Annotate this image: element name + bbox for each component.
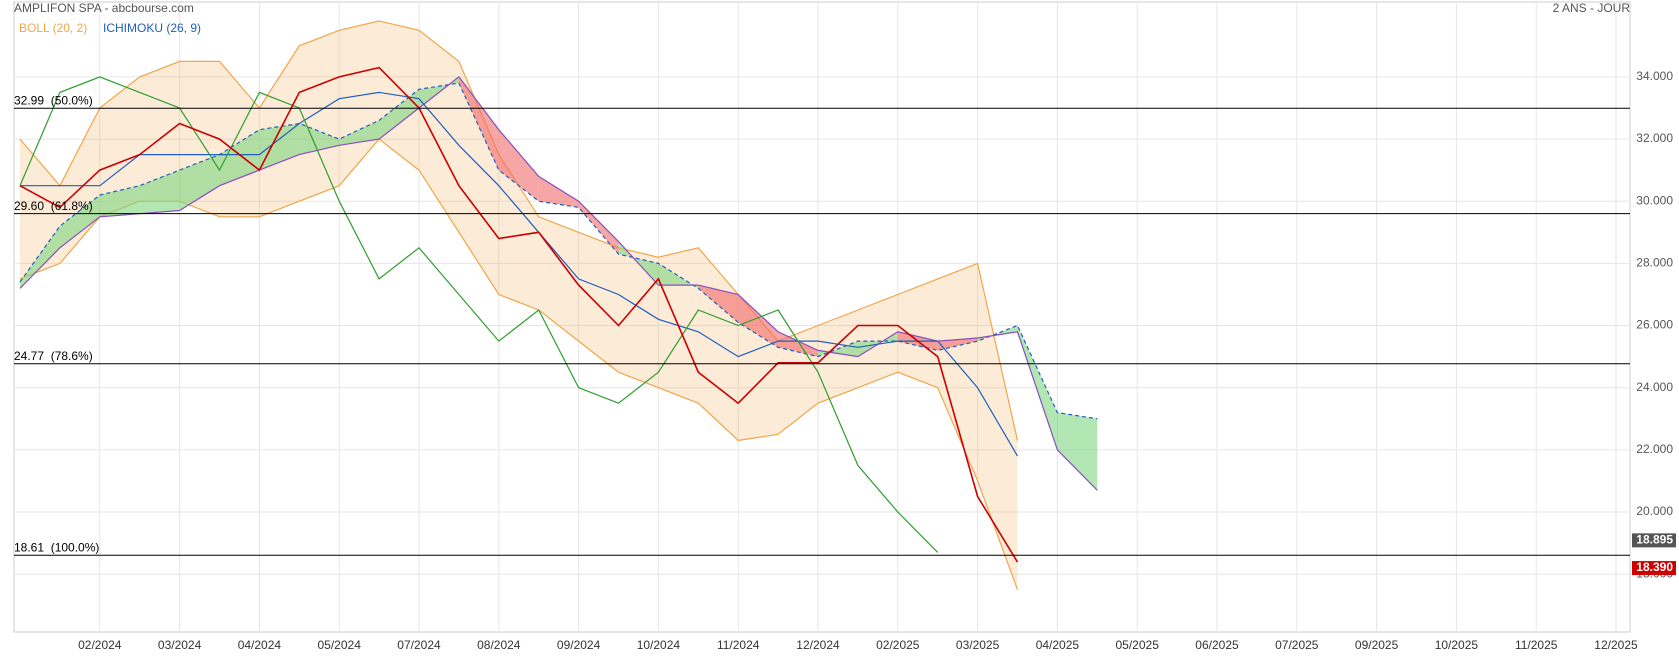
ichimoku-kijun	[20, 91, 1019, 457]
y-tick-label: 22.000	[1636, 442, 1673, 456]
x-tick-label: 02/2024	[78, 638, 122, 652]
x-tick-label: 09/2024	[557, 638, 601, 652]
price-tag-label: 18.895	[1636, 533, 1673, 547]
y-tick-label: 30.000	[1636, 193, 1673, 207]
y-tick-label: 26.000	[1636, 318, 1673, 332]
legend-ichimoku: ICHIMOKU (26, 9)	[103, 21, 201, 35]
y-tick-label: 28.000	[1636, 256, 1673, 270]
price-tag	[1632, 533, 1676, 548]
ichimoku-cloud	[698, 285, 739, 323]
price-line	[19, 66, 1019, 563]
ichimoku-cloud	[1057, 412, 1098, 491]
ichimoku-cloud	[738, 294, 779, 348]
ichimoku-cloud	[538, 176, 579, 208]
y-tick-label: 32.000	[1636, 131, 1673, 145]
fib-label: 24.77 (78.6%)	[14, 349, 93, 363]
x-tick-label: 07/2025	[1275, 638, 1319, 652]
ichimoku-cloud	[937, 337, 978, 351]
ichimoku-cloud	[99, 185, 140, 217]
x-tick-label: 10/2024	[637, 638, 681, 652]
x-tick-label: 07/2024	[397, 638, 441, 652]
fib-label: 29.60 (61.8%)	[14, 199, 93, 213]
x-tick-label: 12/2024	[796, 638, 840, 652]
ichimoku-chikou	[19, 76, 939, 553]
x-tick-label: 03/2025	[956, 638, 1000, 652]
ichimoku-cloud	[59, 195, 100, 248]
x-tick-label: 06/2025	[1195, 638, 1239, 652]
chart-title: AMPLIFON SPA - abcbourse.com	[14, 1, 194, 15]
ichimoku-span-b	[19, 76, 1098, 491]
ichimoku-span-a	[19, 82, 1098, 420]
ichimoku-cloud	[259, 123, 300, 171]
x-tick-label: 10/2025	[1435, 638, 1479, 652]
x-tick-label: 05/2025	[1116, 638, 1160, 652]
x-tick-label: 08/2024	[477, 638, 521, 652]
ichimoku-cloud	[339, 120, 380, 146]
y-tick-label: 20.000	[1636, 504, 1673, 518]
x-tick-label: 12/2025	[1594, 638, 1638, 652]
price-tag	[1632, 561, 1676, 576]
x-tick-label: 04/2025	[1036, 638, 1080, 652]
y-tick-label: 24.000	[1636, 380, 1673, 394]
plot-frame	[13, 1, 1631, 633]
fib-label: 32.99 (50.0%)	[14, 93, 93, 107]
ichimoku-cloud	[379, 89, 419, 140]
x-tick-label: 02/2025	[876, 638, 920, 652]
ichimoku-cloud	[778, 331, 818, 357]
fib-label: 18.61 (100.0%)	[14, 540, 99, 554]
ichimoku-cloud	[20, 226, 60, 289]
bollinger-band	[20, 20, 1018, 590]
y-tick-label: 34.000	[1636, 69, 1673, 83]
ichimoku-cloud	[179, 154, 220, 211]
x-tick-label: 11/2024	[717, 638, 760, 652]
x-tick-label: 05/2024	[318, 638, 362, 652]
ichimoku-cloud	[498, 129, 539, 202]
ichimoku-cloud	[139, 170, 180, 214]
price-tag-label: 18.390	[1636, 560, 1673, 574]
x-tick-label: 04/2024	[238, 638, 282, 652]
period-label: 2 ANS - JOUR	[1553, 1, 1631, 15]
ichimoku-cloud	[458, 76, 499, 171]
x-tick-label: 11/2025	[1515, 638, 1558, 652]
legend-boll: BOLL (20, 2)	[19, 21, 87, 35]
x-tick-label: 03/2024	[158, 638, 202, 652]
x-tick-label: 09/2025	[1355, 638, 1399, 652]
ichimoku-cloud	[578, 201, 619, 255]
ichimoku-cloud	[219, 129, 260, 186]
